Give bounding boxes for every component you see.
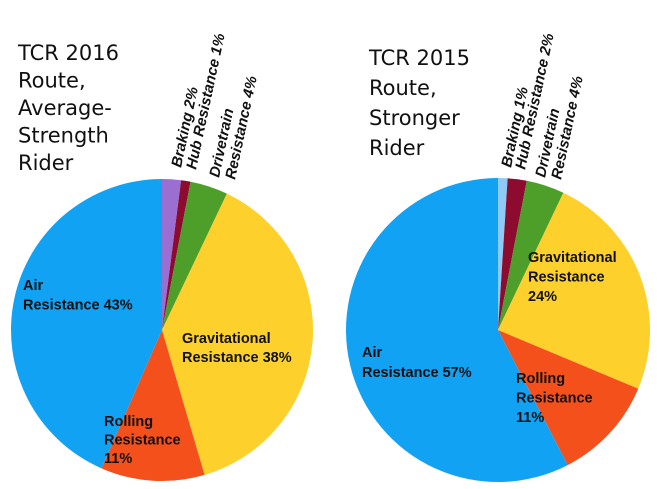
- slice-label: Resistance 43%: [23, 298, 133, 314]
- slice-label: Resistance: [516, 391, 593, 407]
- slice-hub-resistance: [162, 180, 191, 330]
- chart-title-line: Route,: [369, 76, 437, 100]
- slice-gravitational-resistance: [498, 192, 650, 389]
- chart-title-line: Rider: [18, 151, 74, 175]
- slice-label: 24%: [528, 289, 557, 305]
- slice-label: Resistance 38%: [182, 350, 292, 366]
- chart-title-line: Strength: [18, 124, 109, 148]
- slice-hub-resistance: [498, 178, 527, 330]
- slice-label: Rolling: [104, 414, 153, 430]
- slice-label: 11%: [516, 410, 544, 426]
- slice-rolling-resistance: [498, 330, 639, 466]
- slice-drivetrain-resistance: [162, 181, 227, 330]
- slice-rolling-resistance: [101, 330, 205, 481]
- slice-label: Air: [23, 278, 44, 294]
- slice-air-resistance: [10, 179, 163, 469]
- chart-title-line: Route,: [18, 69, 86, 93]
- slice-gravitational-resistance: [162, 193, 313, 475]
- slice-label: Rolling: [516, 371, 565, 387]
- chart-title-line: Rider: [369, 136, 425, 160]
- slice-label: 11%: [104, 451, 132, 467]
- slice-label: Resistance: [528, 270, 605, 286]
- slice-label: Gravitational: [528, 250, 617, 266]
- slice-air-resistance: [346, 178, 568, 483]
- slice-label: Air: [362, 345, 383, 361]
- slice-label: Resistance: [104, 433, 181, 449]
- slice-braking: [162, 179, 182, 330]
- chart-title-line: TCR 2016: [17, 41, 119, 65]
- chart-title-line: Average-: [18, 96, 112, 120]
- slice-label: Gravitational: [182, 331, 271, 347]
- chart-title-line: Stronger: [369, 106, 460, 130]
- slice-drivetrain-resistance: [498, 180, 564, 330]
- slice-braking: [498, 178, 508, 330]
- chart-title-line: TCR 2015: [368, 46, 470, 70]
- slice-label: Resistance 57%: [362, 365, 472, 381]
